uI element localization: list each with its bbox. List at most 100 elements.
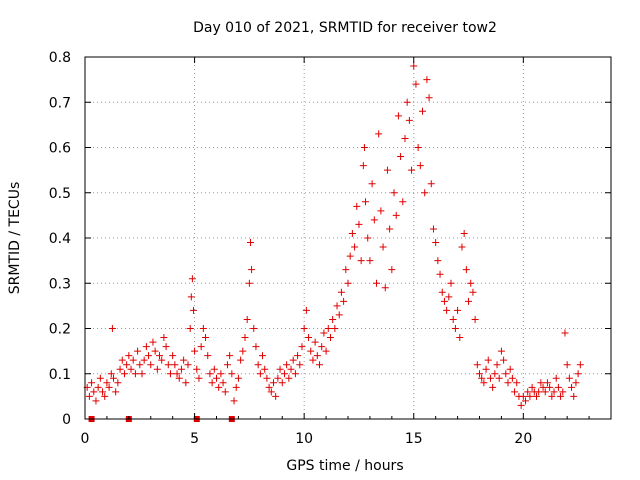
data-point (504, 379, 512, 387)
data-point (269, 379, 277, 387)
data-point (528, 383, 536, 391)
data-point (252, 343, 260, 351)
data-point (532, 392, 540, 400)
data-point (427, 180, 435, 188)
data-point (366, 257, 374, 265)
data-point (539, 383, 547, 391)
data-point (451, 325, 459, 332)
data-point (359, 162, 367, 170)
data-point (355, 220, 363, 228)
data-point (497, 347, 505, 355)
data-point (109, 374, 117, 382)
series-srmtid (83, 62, 584, 409)
data-point (368, 180, 376, 188)
data-point (364, 234, 372, 242)
plot-frame (84, 56, 612, 420)
data-point (346, 252, 354, 260)
data-point (193, 365, 201, 373)
data-point (171, 361, 179, 369)
data-point (550, 388, 558, 396)
data-point (250, 325, 258, 332)
data-point (469, 288, 477, 296)
data-point (454, 306, 462, 314)
data-point (429, 225, 437, 233)
data-point (94, 383, 102, 391)
data-point (570, 392, 578, 400)
data-point (265, 383, 273, 391)
data-point (138, 370, 146, 378)
data-point (401, 134, 409, 142)
data-point (432, 239, 440, 247)
y-axis-label: SRMTID / TECUs (7, 182, 23, 295)
data-point (189, 306, 197, 314)
data-point (548, 392, 556, 400)
data-point (480, 379, 488, 387)
data-point (342, 266, 350, 274)
data-point (274, 374, 282, 382)
data-point (248, 266, 256, 274)
data-point (440, 297, 448, 305)
data-point (300, 325, 308, 332)
data-point (162, 343, 170, 351)
data-point (191, 347, 199, 355)
data-point (298, 343, 306, 351)
data-point (476, 370, 483, 378)
y-tick-label: 0.5 (49, 186, 71, 202)
data-point (142, 343, 150, 351)
y-tick-label: 0.3 (49, 276, 71, 292)
data-point (99, 388, 107, 396)
data-point (197, 343, 205, 351)
data-point (166, 370, 174, 378)
data-point (125, 352, 133, 360)
data-point (535, 388, 543, 396)
data-point (436, 270, 444, 278)
data-point (92, 397, 100, 405)
data-point (473, 361, 481, 369)
data-point (438, 288, 446, 296)
data-point (204, 352, 212, 360)
data-point (489, 383, 497, 391)
data-point (107, 370, 115, 378)
data-point (383, 166, 391, 174)
data-point (243, 315, 251, 323)
data-point (188, 275, 196, 283)
data-point (296, 361, 304, 369)
y-tick-label: 0.2 (49, 322, 71, 338)
data-point (410, 62, 418, 70)
data-point (210, 365, 218, 373)
data-point (145, 352, 153, 360)
data-point (379, 243, 387, 251)
data-point (360, 144, 368, 151)
data-point (412, 80, 420, 88)
data-point (322, 347, 330, 355)
data-point (307, 347, 315, 355)
data-point (491, 370, 499, 378)
data-point (565, 374, 573, 382)
data-point (500, 356, 508, 364)
data-point (318, 343, 326, 351)
data-point (246, 239, 254, 247)
data-point (259, 352, 267, 360)
data-points-layer (83, 62, 584, 422)
data-point (280, 370, 288, 378)
x-tick-label: 15 (405, 431, 423, 447)
data-point (493, 361, 501, 369)
data-point (213, 374, 220, 382)
data-point (482, 365, 490, 373)
data-point (160, 334, 168, 342)
data-point (502, 370, 510, 378)
data-point (414, 144, 422, 151)
data-point (114, 379, 122, 387)
data-point (471, 315, 479, 323)
data-point (574, 370, 582, 378)
data-point (219, 379, 227, 387)
data-point (526, 392, 534, 400)
data-point (465, 297, 473, 305)
data-point (153, 365, 161, 373)
data-point (186, 325, 194, 332)
y-tick-label: 0.1 (49, 367, 71, 383)
data-point (563, 361, 571, 369)
data-point (195, 374, 203, 382)
data-point (134, 347, 142, 355)
data-point (419, 107, 427, 115)
